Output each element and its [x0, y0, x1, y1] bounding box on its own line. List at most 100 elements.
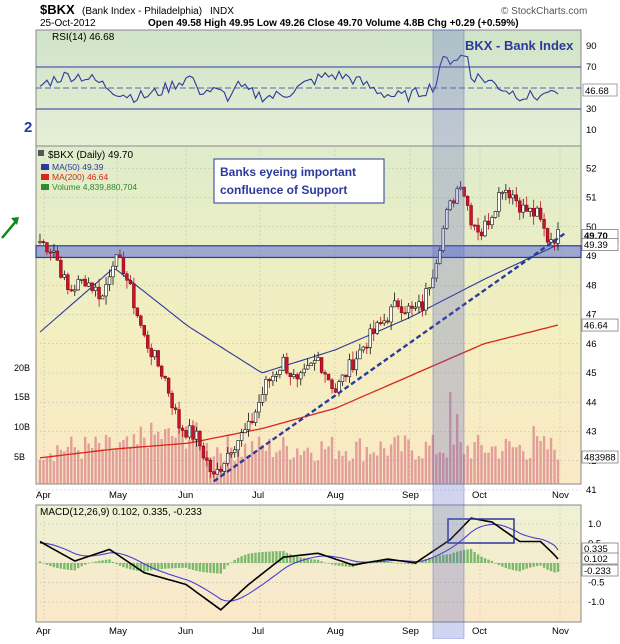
macd-histogram-bar: [111, 561, 115, 563]
price-candle: [438, 250, 442, 264]
macd-histogram-bar: [424, 558, 428, 563]
price-candle: [163, 376, 167, 379]
price-candle: [323, 372, 327, 375]
volume-tick-label: 10B: [14, 422, 30, 432]
macd-histogram-bar: [289, 554, 292, 563]
price-candle: [184, 430, 188, 438]
month-axis-bottom: Apr May Jun Jul Aug Sep Oct Nov: [36, 626, 569, 637]
price-candle: [76, 279, 80, 291]
price-candle: [302, 368, 306, 374]
price-candle: [340, 374, 345, 383]
price-tick-label: 44: [586, 397, 597, 408]
volume-bar: [438, 452, 441, 484]
volume-bar: [282, 436, 285, 484]
volume-bar: [522, 451, 525, 484]
month-label: Jul: [252, 490, 264, 501]
support-zone: [35, 245, 582, 259]
rsi-tick-label: 10: [586, 125, 597, 136]
month-label: Jun: [178, 490, 193, 501]
price-tick-label: 45: [586, 368, 597, 379]
month-label: Aug: [327, 626, 344, 637]
price-tick-label: 52: [586, 163, 597, 174]
price-candle: [545, 228, 550, 243]
annotation-line-1: Banks eyeing important: [220, 165, 356, 179]
side-label: 2: [24, 119, 32, 136]
price-candle: [66, 274, 70, 290]
volume-bar: [442, 453, 445, 484]
price-candle: [215, 469, 220, 475]
price-candle: [511, 194, 515, 199]
price-candle: [493, 211, 498, 218]
volume-bar: [414, 459, 417, 484]
macd-histogram-bar: [59, 563, 63, 569]
month-label: Nov: [552, 490, 569, 501]
price-candle: [420, 301, 425, 311]
macd-histogram-bar: [230, 562, 233, 563]
macd-histogram-bar: [104, 559, 108, 563]
price-candle: [41, 241, 46, 244]
macd-histogram-bar: [556, 563, 560, 573]
volume-bar: [111, 450, 115, 484]
volume-bar: [320, 441, 323, 484]
price-candle: [514, 194, 518, 202]
volume-bar: [230, 447, 233, 484]
price-candle: [93, 286, 98, 291]
macd-histogram-bar: [539, 563, 542, 566]
price-candle: [149, 347, 153, 358]
macd-histogram: [38, 548, 560, 574]
month-label: Jul: [252, 626, 264, 637]
price-candle: [125, 273, 129, 281]
price-candle: [170, 392, 174, 409]
volume-bar: [348, 461, 351, 484]
month-label: Sep: [402, 626, 419, 637]
price-candle: [135, 307, 140, 317]
macd-badge: [581, 564, 619, 577]
volume-bar: [515, 447, 518, 484]
rsi-line: [39, 54, 559, 104]
volume-bar: [473, 442, 476, 484]
volume-bar: [428, 445, 431, 484]
macd-histogram-bar: [403, 563, 407, 564]
macd-histogram-bar: [473, 551, 476, 563]
price-badge-value: 49.70: [584, 231, 608, 242]
legend-volume: Volume 4,839,880,704: [52, 182, 137, 192]
macd-histogram-bar: [153, 563, 156, 570]
volume-bar: [271, 457, 275, 484]
month-label: Oct: [472, 490, 487, 501]
volume-bar: [87, 443, 90, 484]
volume-bar: [497, 458, 501, 484]
macd-histogram-bar: [535, 563, 539, 567]
price-candle: [333, 388, 338, 393]
macd-histogram-bar: [195, 563, 198, 571]
price-candle: [448, 200, 452, 211]
macd-histogram-bar: [497, 563, 501, 566]
price-candle: [452, 200, 456, 204]
volume-bar: [504, 438, 508, 484]
price-candle: [389, 306, 393, 323]
price-candle: [500, 192, 505, 194]
price-candle: [232, 449, 237, 454]
macd-histogram-bar: [174, 563, 177, 569]
macd-histogram-bar: [341, 563, 344, 567]
volume-bar: [476, 435, 480, 484]
macd-histogram-bar: [348, 563, 351, 567]
volume-bar: [525, 459, 528, 484]
volume-bar: [303, 450, 306, 484]
macd-histogram-bar: [188, 563, 191, 570]
volume-bar: [435, 454, 438, 484]
month-label: Nov: [552, 626, 569, 637]
macd-histogram-bar: [309, 559, 313, 563]
exchange: INDX: [210, 6, 234, 17]
volume-bar: [195, 422, 198, 484]
annotation-box: [213, 158, 385, 204]
price-badge: [581, 450, 619, 464]
price-candle: [319, 357, 324, 373]
price-candle: [358, 349, 362, 360]
macd-histogram-bar: [257, 552, 261, 563]
macd-histogram-bar: [212, 563, 216, 574]
macd-histogram-bar: [546, 563, 549, 570]
volume-bar: [466, 445, 469, 484]
volume-bar: [240, 456, 243, 484]
macd-histogram-bar: [313, 559, 316, 563]
